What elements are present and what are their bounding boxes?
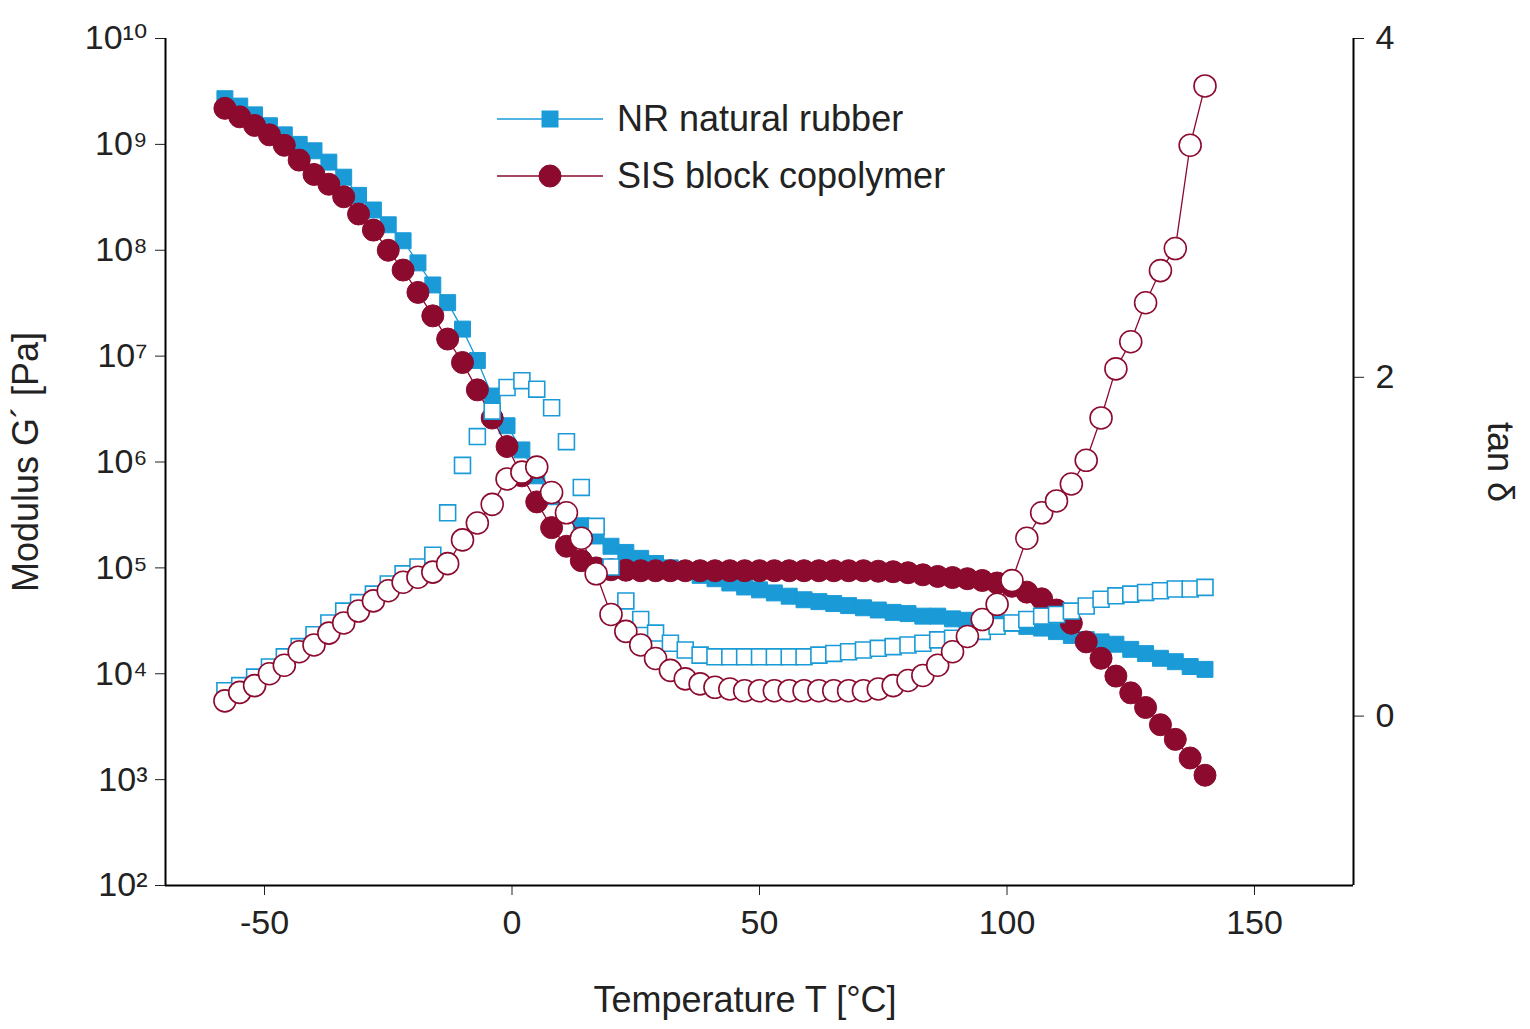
svg-text:10¹⁰: 10¹⁰: [85, 18, 148, 56]
svg-text:4: 4: [1376, 18, 1395, 56]
svg-text:10³: 10³: [98, 760, 147, 798]
html-text:NR natural rubber: NR natural rubber: [617, 97, 904, 139]
svg-text:100: 100: [979, 903, 1036, 941]
svg-text:10⁹: 10⁹: [95, 124, 147, 162]
svg-text:-50: -50: [240, 903, 289, 941]
svg-text:150: 150: [1226, 903, 1283, 941]
svg-text:0: 0: [503, 903, 522, 941]
svg-text:10⁵: 10⁵: [96, 548, 148, 586]
svg-text:10⁴: 10⁴: [95, 654, 147, 692]
svg-text:10⁷: 10⁷: [97, 336, 147, 374]
svg-text:50: 50: [741, 903, 779, 941]
html-text:SIS block copolymer: SIS block copolymer: [617, 154, 946, 196]
svg-text:10²: 10²: [98, 865, 147, 903]
html-text:Modulus G´ [Pa]: Modulus G´ [Pa]: [5, 331, 46, 592]
svg-text:0: 0: [1376, 696, 1395, 734]
html-text:Temperature T [°C]: Temperature T [°C]: [593, 979, 897, 1020]
svg-text:10⁶: 10⁶: [96, 442, 148, 480]
html-text:tan δ: tan δ: [1480, 421, 1521, 502]
svg-text:10⁸: 10⁸: [95, 230, 147, 268]
svg-text:2: 2: [1376, 357, 1395, 395]
